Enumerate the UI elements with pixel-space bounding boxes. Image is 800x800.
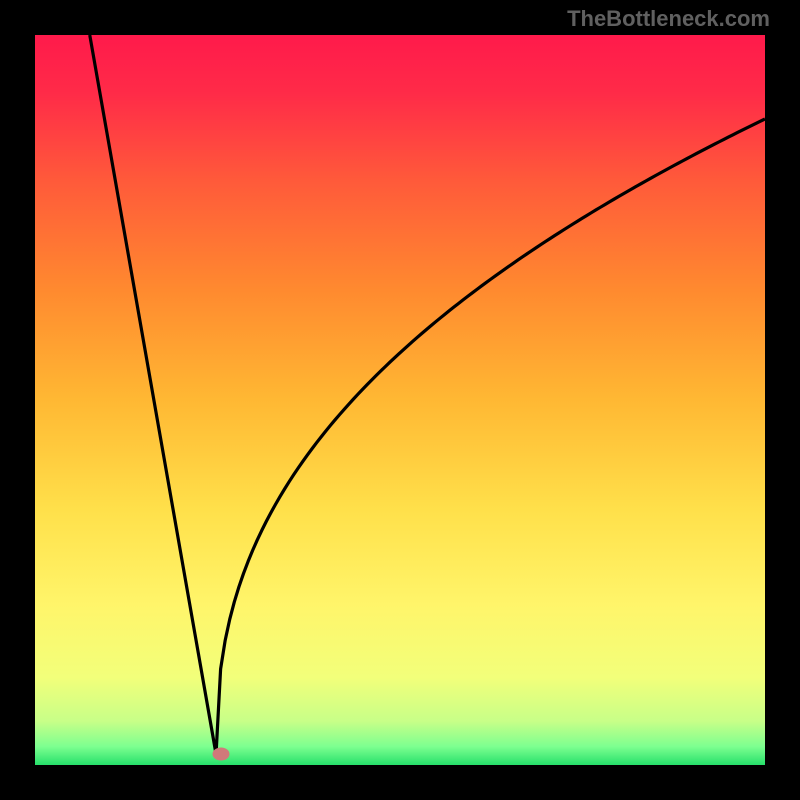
optimum-marker: [213, 748, 230, 761]
bottleneck-curve: [35, 35, 765, 765]
watermark-text: TheBottleneck.com: [567, 6, 770, 32]
plot-area: [35, 35, 765, 765]
bottleneck-curve-path: [90, 35, 765, 754]
